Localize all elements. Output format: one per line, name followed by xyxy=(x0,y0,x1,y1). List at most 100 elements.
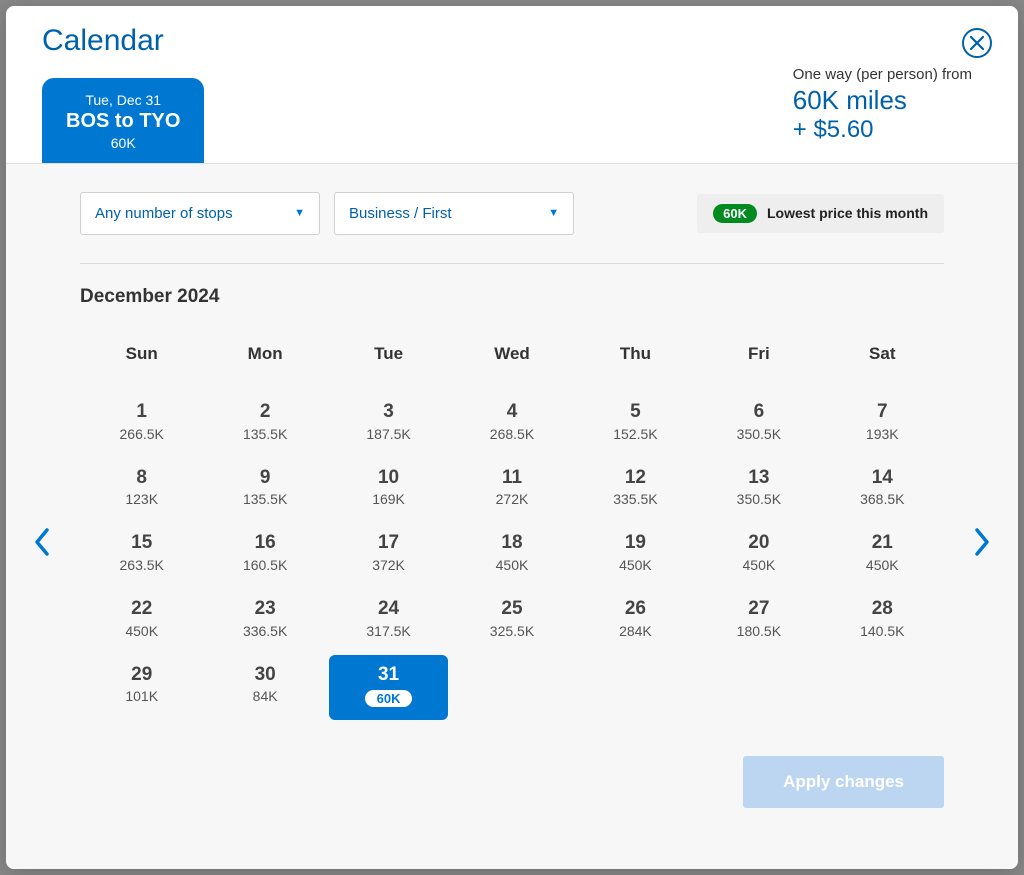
day-number: 11 xyxy=(456,466,567,491)
calendar-day[interactable]: 2135.5K xyxy=(205,392,324,454)
day-price: 268.5K xyxy=(456,426,567,442)
day-price: 152.5K xyxy=(580,426,691,442)
caret-down-icon: ▼ xyxy=(294,207,305,219)
calendar-day[interactable]: 27180.5K xyxy=(699,589,818,651)
day-number: 2 xyxy=(209,400,320,425)
day-price: 160.5K xyxy=(209,557,320,573)
day-price: 317.5K xyxy=(333,623,444,639)
day-number: 20 xyxy=(703,531,814,556)
day-number: 15 xyxy=(86,531,197,556)
lowest-price-text: Lowest price this month xyxy=(767,205,928,221)
calendar-day[interactable]: 5152.5K xyxy=(576,392,695,454)
day-number: 17 xyxy=(333,531,444,556)
modal-title: Calendar xyxy=(42,24,982,58)
calendar-day[interactable]: 9135.5K xyxy=(205,458,324,520)
day-number: 25 xyxy=(456,597,567,622)
calendar-day[interactable]: 23336.5K xyxy=(205,589,324,651)
calendar-day[interactable]: 8123K xyxy=(82,458,201,520)
fare-label: One way (per person) from xyxy=(793,66,972,83)
day-header: Tue xyxy=(327,344,450,390)
day-number: 12 xyxy=(580,466,691,491)
calendar-day[interactable]: 12335.5K xyxy=(576,458,695,520)
calendar-day[interactable]: 18450K xyxy=(452,523,571,585)
calendar-day[interactable]: 3160K xyxy=(329,655,448,721)
stops-dropdown[interactable]: Any number of stops ▼ xyxy=(80,192,320,235)
close-button[interactable] xyxy=(962,28,992,58)
day-price: 325.5K xyxy=(456,623,567,639)
day-price: 135.5K xyxy=(209,426,320,442)
cabin-dropdown-label: Business / First xyxy=(349,205,452,222)
calendar-day[interactable]: 7193K xyxy=(823,392,942,454)
day-number: 28 xyxy=(827,597,938,622)
calendar-day[interactable]: 19450K xyxy=(576,523,695,585)
day-number: 30 xyxy=(209,663,320,688)
calendar-day[interactable]: 25325.5K xyxy=(452,589,571,651)
day-price: 372K xyxy=(333,557,444,573)
fare-summary: One way (per person) from 60K miles + $5… xyxy=(793,66,982,163)
calendar-day[interactable]: 26284K xyxy=(576,589,695,651)
calendar-day[interactable]: 16160.5K xyxy=(205,523,324,585)
header-row: Tue, Dec 31 BOS to TYO 60K One way (per … xyxy=(42,66,982,163)
prev-month-button[interactable] xyxy=(24,524,60,560)
calendar-day[interactable]: 24317.5K xyxy=(329,589,448,651)
next-month-button[interactable] xyxy=(964,524,1000,560)
calendar-day[interactable]: 15263.5K xyxy=(82,523,201,585)
day-price: 169K xyxy=(333,491,444,507)
calendar-day[interactable]: 20450K xyxy=(699,523,818,585)
calendar-day[interactable]: 4268.5K xyxy=(452,392,571,454)
day-price: 266.5K xyxy=(86,426,197,442)
calendar-day[interactable]: 22450K xyxy=(82,589,201,651)
day-number: 1 xyxy=(86,400,197,425)
calendar-day[interactable]: 10169K xyxy=(329,458,448,520)
day-price: 450K xyxy=(703,557,814,573)
day-number: 16 xyxy=(209,531,320,556)
calendar-day[interactable]: 3084K xyxy=(205,655,324,721)
fare-cash: + $5.60 xyxy=(793,116,972,145)
close-icon xyxy=(970,36,984,50)
lowest-price-badge: 60K Lowest price this month xyxy=(697,194,944,233)
month-label: December 2024 xyxy=(80,286,944,308)
day-price: 193K xyxy=(827,426,938,442)
day-header: Mon xyxy=(203,344,326,390)
calendar-empty xyxy=(823,655,942,721)
calendar-empty xyxy=(576,655,695,721)
day-number: 3 xyxy=(333,400,444,425)
day-number: 9 xyxy=(209,466,320,491)
stops-dropdown-label: Any number of stops xyxy=(95,205,233,222)
day-number: 5 xyxy=(580,400,691,425)
day-number: 31 xyxy=(333,663,444,688)
calendar-day[interactable]: 14368.5K xyxy=(823,458,942,520)
day-price: 368.5K xyxy=(827,491,938,507)
trip-tab[interactable]: Tue, Dec 31 BOS to TYO 60K xyxy=(42,78,204,163)
calendar-day[interactable]: 6350.5K xyxy=(699,392,818,454)
day-price: 180.5K xyxy=(703,623,814,639)
day-number: 4 xyxy=(456,400,567,425)
day-price: 140.5K xyxy=(827,623,938,639)
day-price: 101K xyxy=(86,688,197,704)
calendar-day[interactable]: 3187.5K xyxy=(329,392,448,454)
day-number: 10 xyxy=(333,466,444,491)
calendar-day[interactable]: 17372K xyxy=(329,523,448,585)
calendar-day[interactable]: 1266.5K xyxy=(82,392,201,454)
filters-row: Any number of stops ▼ Business / First ▼… xyxy=(80,192,944,235)
calendar-modal: Calendar Tue, Dec 31 BOS to TYO 60K One … xyxy=(6,6,1018,869)
day-price: 450K xyxy=(456,557,567,573)
calendar-day[interactable]: 29101K xyxy=(82,655,201,721)
day-header: Wed xyxy=(450,344,573,390)
apply-changes-button[interactable]: Apply changes xyxy=(743,756,944,808)
day-price: 284K xyxy=(580,623,691,639)
day-number: 14 xyxy=(827,466,938,491)
day-price: 336.5K xyxy=(209,623,320,639)
cabin-dropdown[interactable]: Business / First ▼ xyxy=(334,192,574,235)
calendar-day[interactable]: 11272K xyxy=(452,458,571,520)
lowest-price-pill: 60K xyxy=(713,204,757,223)
day-number: 19 xyxy=(580,531,691,556)
trip-date: Tue, Dec 31 xyxy=(66,92,180,108)
calendar-day[interactable]: 28140.5K xyxy=(823,589,942,651)
day-price: 450K xyxy=(580,557,691,573)
day-price: 60K xyxy=(365,690,413,707)
calendar-day[interactable]: 21450K xyxy=(823,523,942,585)
calendar-day[interactable]: 13350.5K xyxy=(699,458,818,520)
day-price: 350.5K xyxy=(703,426,814,442)
day-price: 335.5K xyxy=(580,491,691,507)
